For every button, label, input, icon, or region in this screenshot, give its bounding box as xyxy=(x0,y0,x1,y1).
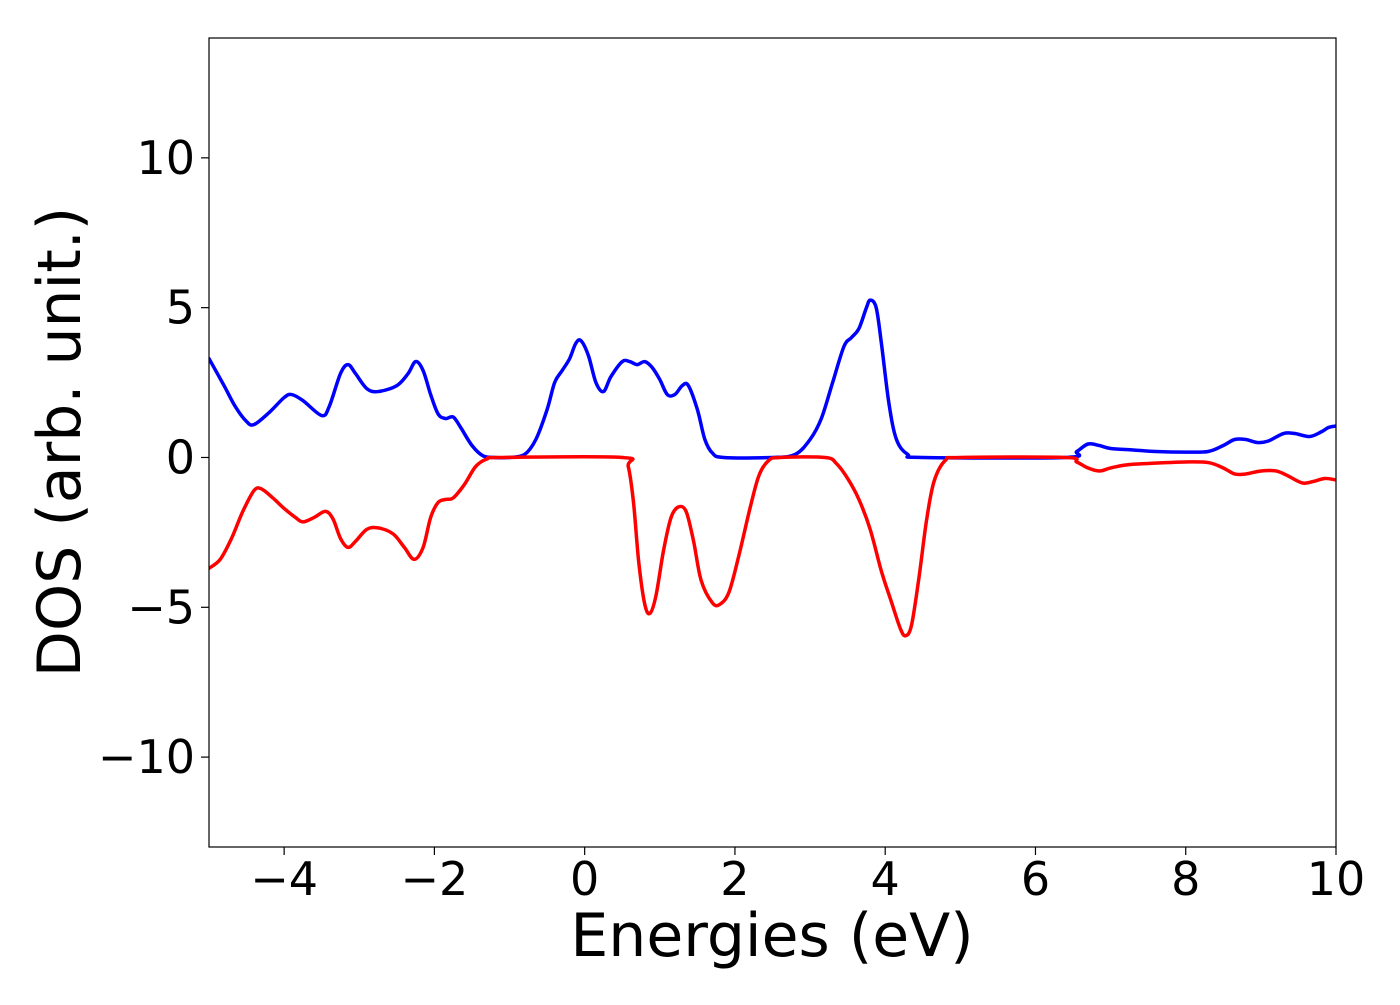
y-tick-label: −5 xyxy=(127,580,195,634)
x-tick-label: 4 xyxy=(871,852,900,906)
series-line-1 xyxy=(209,298,1336,460)
y-tick-label: 0 xyxy=(166,430,195,484)
x-tick-label: −2 xyxy=(400,852,468,906)
series-layer xyxy=(209,298,1336,638)
x-tick-label: −4 xyxy=(250,852,318,906)
x-tick-label: 8 xyxy=(1171,852,1200,906)
series-line-2 xyxy=(209,455,1336,638)
x-tick-label: 2 xyxy=(720,852,749,906)
y-tick-label: 10 xyxy=(136,131,195,185)
y-axis-ticks: −10 −5 0 5 10 xyxy=(98,131,209,784)
x-tick-label: 6 xyxy=(1021,852,1050,906)
x-axis-ticks: −4 −2 0 2 4 6 8 10 xyxy=(250,847,1365,906)
y-tick-label: 5 xyxy=(166,281,195,335)
y-axis-label: DOS (arb. unit.) xyxy=(25,207,95,677)
x-tick-label: 0 xyxy=(570,852,599,906)
x-tick-label: 10 xyxy=(1307,852,1366,906)
x-axis-label: Energies (eV) xyxy=(570,901,973,971)
plot-frame xyxy=(208,37,1337,848)
y-tick-label: −10 xyxy=(98,730,195,784)
